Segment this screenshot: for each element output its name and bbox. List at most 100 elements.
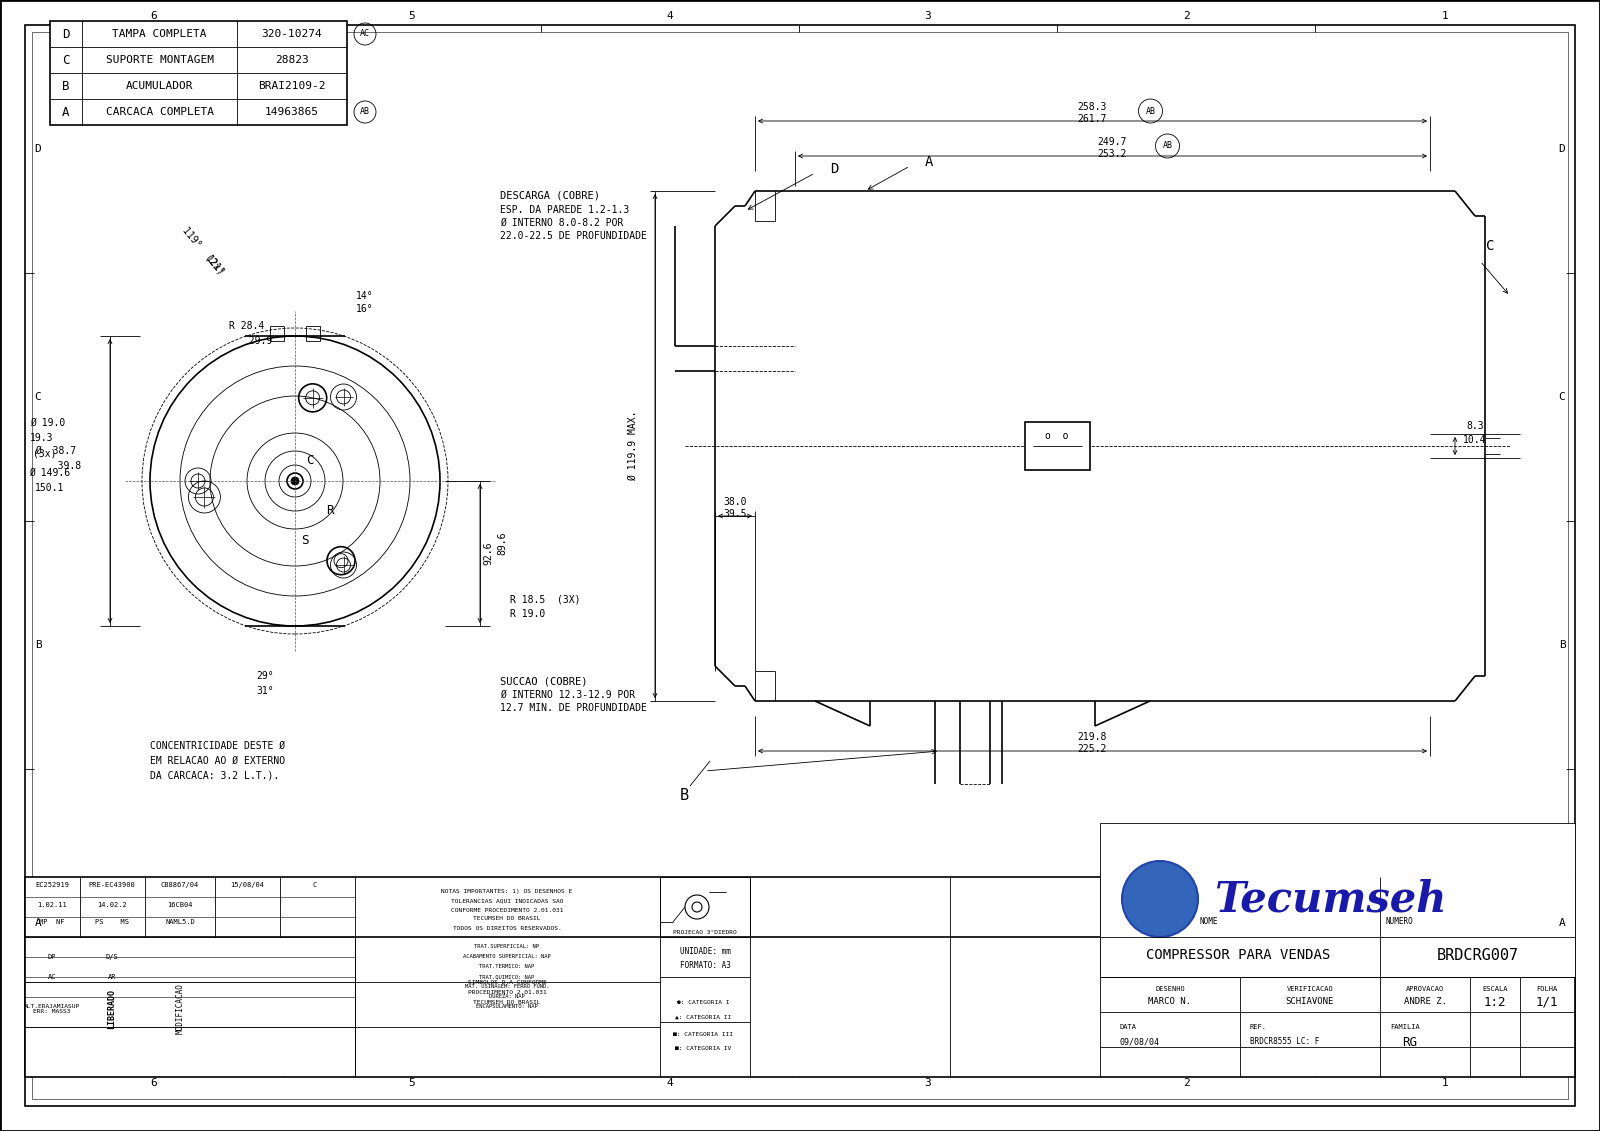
Text: ■: CATEGORIA IV: ■: CATEGORIA IV bbox=[675, 1046, 731, 1052]
Text: PRE-EC43900: PRE-EC43900 bbox=[88, 882, 136, 888]
Text: D: D bbox=[830, 162, 838, 176]
Text: 29°: 29° bbox=[256, 671, 274, 681]
Text: 119°  (2x): 119° (2x) bbox=[181, 225, 226, 277]
Text: 225.2: 225.2 bbox=[1078, 744, 1107, 754]
Text: 09/08/04: 09/08/04 bbox=[1120, 1037, 1160, 1046]
Text: VERIFICACAO: VERIFICACAO bbox=[1286, 986, 1333, 992]
Text: COMPRESSOR PARA VENDAS: COMPRESSOR PARA VENDAS bbox=[1146, 948, 1330, 962]
Text: Ø INTERNO 12.3-12.9 POR: Ø INTERNO 12.3-12.9 POR bbox=[499, 690, 635, 700]
Text: EC252919: EC252919 bbox=[35, 882, 69, 888]
Text: UNIDADE: mm: UNIDADE: mm bbox=[680, 948, 731, 957]
Text: 3: 3 bbox=[925, 1078, 931, 1088]
Text: 4: 4 bbox=[667, 1078, 674, 1088]
Text: D: D bbox=[62, 27, 70, 41]
Text: NAML5.D: NAML5.D bbox=[165, 920, 195, 925]
Text: ENCAPSULAMENTO: NAP: ENCAPSULAMENTO: NAP bbox=[477, 1004, 538, 1010]
Text: PS    MS: PS MS bbox=[94, 920, 130, 925]
Text: 39.8: 39.8 bbox=[40, 461, 82, 470]
Text: 22.0-22.5 DE PROFUNDIDADE: 22.0-22.5 DE PROFUNDIDADE bbox=[499, 231, 646, 241]
Text: Ø 149.6: Ø 149.6 bbox=[29, 468, 70, 478]
Text: DUREZA: NAP: DUREZA: NAP bbox=[490, 994, 525, 1000]
Text: DESENHO: DESENHO bbox=[1155, 986, 1186, 992]
Text: NOME: NOME bbox=[1200, 917, 1219, 926]
Text: DP: DP bbox=[48, 955, 56, 960]
Text: TECUMSEH DO BRASIL: TECUMSEH DO BRASIL bbox=[474, 916, 541, 922]
Text: SCHIAVONE: SCHIAVONE bbox=[1286, 998, 1334, 1007]
Text: C: C bbox=[314, 882, 317, 888]
Text: DATA: DATA bbox=[1120, 1024, 1138, 1030]
Text: R 18.5  (3X): R 18.5 (3X) bbox=[510, 594, 581, 604]
Text: 14963865: 14963865 bbox=[266, 107, 318, 116]
Bar bbox=[715, 191, 1490, 701]
Text: AC: AC bbox=[360, 29, 370, 38]
Text: 12.7 MIN. DE PROFUNDIDADE: 12.7 MIN. DE PROFUNDIDADE bbox=[499, 703, 646, 713]
Text: 320-10274: 320-10274 bbox=[262, 29, 322, 38]
Text: ACUMULADOR: ACUMULADOR bbox=[126, 81, 194, 90]
Text: 1: 1 bbox=[1442, 11, 1448, 21]
Text: 89.6: 89.6 bbox=[498, 532, 507, 554]
Text: B: B bbox=[1558, 640, 1565, 650]
Text: TODOS OS DIREITOS RESERVADOS.: TODOS OS DIREITOS RESERVADOS. bbox=[453, 926, 562, 932]
Text: Ø 119.9 MAX.: Ø 119.9 MAX. bbox=[627, 411, 638, 482]
Text: MP  NF: MP NF bbox=[40, 920, 64, 925]
Text: SIMBOLOS D.A CONFORME: SIMBOLOS D.A CONFORME bbox=[467, 979, 546, 984]
Text: TRAT.TERMICO: NAP: TRAT.TERMICO: NAP bbox=[480, 965, 534, 969]
Text: NOTAS IMPORTANTES: 1) OS DESENHOS E: NOTAS IMPORTANTES: 1) OS DESENHOS E bbox=[442, 889, 573, 895]
Text: SUCCAO (COBRE): SUCCAO (COBRE) bbox=[499, 676, 587, 687]
Text: BRAI2109-2: BRAI2109-2 bbox=[258, 81, 326, 90]
Text: D/S: D/S bbox=[106, 955, 118, 960]
Bar bbox=[306, 326, 320, 342]
Text: 3: 3 bbox=[925, 11, 931, 21]
Text: 1: 1 bbox=[1442, 1078, 1448, 1088]
Text: Ø INTERNO 8.0-8.2 POR: Ø INTERNO 8.0-8.2 POR bbox=[499, 218, 624, 228]
Text: AB: AB bbox=[1163, 141, 1173, 150]
Circle shape bbox=[1122, 861, 1198, 936]
Text: MARCO N.: MARCO N. bbox=[1149, 998, 1192, 1007]
Text: 6: 6 bbox=[150, 11, 157, 21]
Text: RG: RG bbox=[1403, 1036, 1418, 1048]
Text: Ø  38.7: Ø 38.7 bbox=[35, 446, 77, 456]
Text: ANDRE Z.: ANDRE Z. bbox=[1403, 998, 1446, 1007]
Text: DESCARGA (COBRE): DESCARGA (COBRE) bbox=[499, 191, 600, 201]
Text: AC: AC bbox=[48, 974, 56, 979]
Text: 92.6: 92.6 bbox=[483, 542, 493, 564]
Text: C: C bbox=[35, 392, 42, 402]
Text: NUMERO: NUMERO bbox=[1386, 917, 1413, 926]
Bar bbox=[1101, 823, 1574, 977]
Text: 31°: 31° bbox=[256, 687, 274, 696]
Text: TAMPA COMPLETA: TAMPA COMPLETA bbox=[112, 29, 206, 38]
Text: 39.5: 39.5 bbox=[723, 509, 747, 519]
Text: C: C bbox=[1486, 239, 1494, 253]
Text: D: D bbox=[1558, 144, 1565, 154]
Text: 2: 2 bbox=[1182, 1078, 1189, 1088]
Text: 10.4: 10.4 bbox=[1464, 435, 1486, 444]
Text: A: A bbox=[62, 105, 70, 119]
Text: ACABAMENTO SUPERFICIAL: NAP: ACABAMENTO SUPERFICIAL: NAP bbox=[462, 955, 550, 959]
Text: FOLHA: FOLHA bbox=[1536, 986, 1558, 992]
Text: A: A bbox=[1558, 918, 1565, 929]
Text: ●: CATEGORIA I: ●: CATEGORIA I bbox=[677, 1000, 730, 1004]
Text: TRAT.QUIMICO: NAP: TRAT.QUIMICO: NAP bbox=[480, 975, 534, 979]
Text: 219.8: 219.8 bbox=[1078, 732, 1107, 742]
Circle shape bbox=[291, 477, 299, 485]
Text: 2: 2 bbox=[1182, 11, 1189, 21]
Text: LIBERADO: LIBERADO bbox=[107, 988, 117, 1029]
Text: 38.0: 38.0 bbox=[723, 497, 747, 507]
Text: TOLERANCIAS AQUI INDICADAS SAO: TOLERANCIAS AQUI INDICADAS SAO bbox=[451, 898, 563, 904]
Text: AB: AB bbox=[1146, 106, 1155, 115]
Text: 4: 4 bbox=[667, 11, 674, 21]
Text: 150.1: 150.1 bbox=[35, 483, 64, 493]
Bar bbox=[270, 326, 285, 342]
Text: 16°: 16° bbox=[357, 304, 374, 314]
Text: CONCENTRICIDADE DESTE Ø: CONCENTRICIDADE DESTE Ø bbox=[150, 741, 285, 751]
Text: MAT. USINAGEM: FERRO FUND.: MAT. USINAGEM: FERRO FUND. bbox=[464, 984, 549, 990]
Text: 253.2: 253.2 bbox=[1098, 149, 1126, 159]
Text: FAMILIA: FAMILIA bbox=[1390, 1024, 1419, 1030]
Text: (3x): (3x) bbox=[34, 448, 56, 458]
Text: 19.3: 19.3 bbox=[30, 433, 53, 443]
Text: 1.02.11: 1.02.11 bbox=[37, 903, 67, 908]
Text: 14°: 14° bbox=[357, 291, 374, 301]
Text: 8.3: 8.3 bbox=[1466, 421, 1483, 431]
Text: R 28.4: R 28.4 bbox=[229, 321, 264, 331]
Text: B: B bbox=[680, 788, 690, 803]
